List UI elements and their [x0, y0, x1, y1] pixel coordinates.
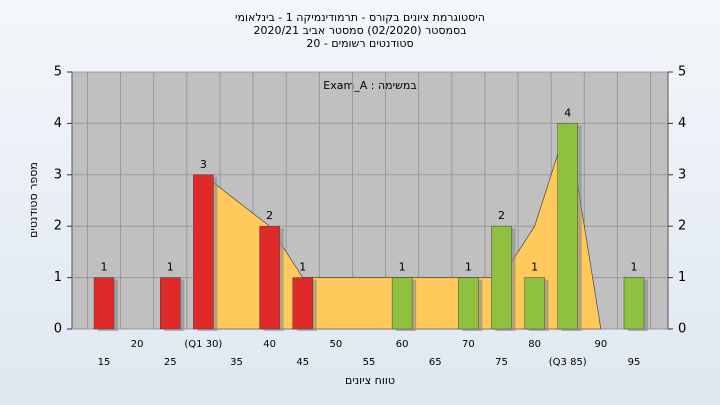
x-tick-label: 90: [595, 339, 608, 350]
y2-tick-label: 3: [678, 167, 686, 182]
x-tick-label: 15: [98, 357, 111, 368]
y-tick-label: 2: [54, 219, 62, 234]
y-tick-label: 5: [54, 65, 62, 80]
data-label: 3: [200, 158, 207, 171]
x-tick-label: 20: [131, 339, 144, 350]
y-axis-label: מספר סטודנטים: [27, 162, 40, 238]
x-tick-label: 40: [263, 339, 276, 350]
bar: [259, 225, 280, 330]
y-tick-label: 3: [54, 167, 62, 182]
bar: [93, 277, 115, 330]
bar: [160, 277, 181, 330]
x-tick-label: (Q1 30): [184, 339, 222, 350]
y2-tick-label: 2: [678, 219, 686, 234]
data-label: 1: [631, 261, 638, 274]
x-tick-label: 60: [396, 339, 409, 350]
x-tick-label: 80: [528, 339, 541, 350]
y2-tick-label: 5: [678, 65, 686, 80]
data-label: 1: [299, 261, 306, 274]
x-tick-label: 45: [296, 357, 309, 368]
bar: [524, 277, 545, 330]
bar: [193, 174, 214, 330]
bar: [491, 225, 512, 330]
y2-tick-label: 0: [678, 322, 686, 337]
bar: [623, 277, 645, 330]
x-tick-label: (Q3 85): [549, 357, 587, 368]
x-tick-label: 35: [230, 357, 243, 368]
y-tick-label: 4: [54, 116, 62, 131]
x-tick-label: 95: [628, 357, 641, 368]
chart-title: היסטוגרמת ציונים בקורס - תרמודינמיקה 1 -…: [235, 11, 485, 24]
bar: [557, 123, 578, 330]
bar: [458, 277, 479, 330]
x-tick-label: 55: [363, 357, 376, 368]
y2-tick-label: 1: [678, 270, 686, 285]
x-tick-label: 25: [164, 357, 177, 368]
y-tick-label: 0: [54, 322, 62, 337]
x-tick-label: 65: [429, 357, 442, 368]
x-axis-label: טווח ציונים: [345, 374, 395, 387]
chart-title: בסמסטר (02/2020) סמסטר אביב 2020/21: [253, 24, 466, 37]
data-label: 1: [531, 261, 538, 274]
x-tick-label: 75: [495, 357, 508, 368]
bar: [391, 277, 413, 330]
bar: [292, 277, 313, 330]
data-label: 1: [399, 261, 406, 274]
chart-title: סטודנטים רשומים - 20: [306, 37, 413, 50]
x-tick-label: 50: [330, 339, 343, 350]
data-label: 2: [266, 209, 273, 222]
data-label: 1: [101, 261, 108, 274]
y-tick-label: 1: [54, 270, 62, 285]
data-label: 1: [167, 261, 174, 274]
annotation: במשימה : Exam_A: [323, 79, 416, 92]
x-tick-label: 70: [462, 339, 475, 350]
data-label: 4: [564, 106, 571, 119]
data-label: 2: [498, 209, 505, 222]
y2-tick-label: 4: [678, 116, 686, 131]
data-label: 1: [465, 261, 472, 274]
